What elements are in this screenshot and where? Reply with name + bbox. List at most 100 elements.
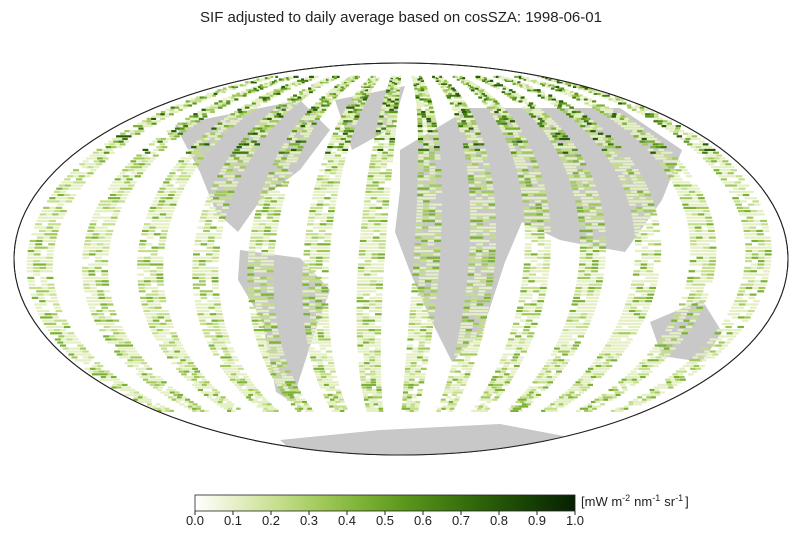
swath-pixel (469, 117, 475, 120)
swath-pixel (339, 409, 345, 412)
swath-pixel (251, 102, 257, 105)
swath-pixel (515, 350, 522, 353)
swath-pixel (571, 117, 577, 120)
swath-pixel (319, 84, 324, 87)
swath-pixel (380, 166, 387, 169)
swath-pixel (452, 378, 459, 381)
swath-pixel (420, 79, 424, 82)
swath-pixel (471, 82, 475, 85)
swath-pixel (365, 405, 371, 408)
swath-pixel (293, 102, 298, 105)
swath-pixel (162, 309, 169, 313)
swath-pixel (408, 319, 416, 322)
swath-pixel (231, 373, 237, 376)
swath-pixel (349, 127, 355, 130)
swath-pixel (445, 81, 449, 84)
swath-pixel (508, 146, 515, 149)
swath-pixel (188, 405, 193, 408)
swath-pixel (529, 175, 536, 178)
swath-pixel (233, 166, 241, 169)
swath-pixel (420, 253, 428, 256)
swath-pixel (268, 75, 271, 78)
swath-pixel (488, 203, 496, 206)
swath-pixel (425, 276, 432, 280)
swath-pixel (79, 347, 87, 350)
swath-pixel (244, 104, 249, 107)
swath-pixel (293, 96, 298, 99)
swath-pixel (226, 102, 231, 105)
swath-pixel (145, 293, 153, 296)
swath-pixel (335, 87, 340, 90)
swath-pixel (406, 347, 413, 350)
swath-pixel (305, 89, 309, 92)
swath-pixel (283, 386, 289, 389)
swath-pixel (297, 122, 303, 125)
swath-pixel (486, 280, 494, 283)
swath-pixel (478, 143, 485, 146)
swath-pixel (45, 300, 53, 303)
swath-pixel (364, 94, 369, 97)
swath-pixel (251, 319, 259, 322)
swath-pixel (354, 100, 359, 103)
swath-pixel (441, 79, 445, 82)
swath-pixel (554, 356, 561, 359)
swath-pixel (637, 190, 644, 193)
swath-pixel (434, 223, 442, 226)
swath-pixel (94, 263, 102, 266)
swath-pixel (386, 87, 391, 90)
swath-pixel (96, 243, 104, 246)
swath-pixel (315, 356, 322, 359)
swath-pixel (287, 375, 293, 379)
swath-pixel (362, 300, 370, 303)
swath-pixel (97, 157, 103, 160)
swath-pixel (586, 236, 594, 239)
swath-pixel (75, 172, 82, 175)
swath-pixel (391, 120, 397, 123)
swath-pixel (574, 293, 581, 296)
swath-pixel (68, 187, 75, 190)
swath-pixel (635, 309, 642, 313)
swath-pixel (280, 89, 285, 92)
swath-pixel (219, 172, 226, 175)
swath-pixel (296, 398, 301, 401)
swath-pixel (79, 353, 86, 356)
swath-pixel (592, 246, 600, 249)
swath-pixel (417, 187, 424, 190)
swath-pixel (456, 100, 461, 103)
swath-pixel (533, 396, 539, 399)
swath-pixel (74, 359, 81, 362)
swath-pixel (254, 286, 261, 290)
swath-pixel (338, 396, 344, 399)
swath-pixel (379, 233, 387, 236)
swath-pixel (626, 193, 633, 197)
swath-pixel (292, 386, 299, 389)
swath-pixel (31, 296, 39, 300)
swath-pixel (217, 175, 224, 178)
swath-pixel (248, 89, 253, 92)
swath-pixel (27, 253, 35, 256)
swath-pixel (565, 347, 572, 350)
swath-pixel (463, 375, 470, 379)
swath-pixel (526, 87, 531, 90)
swath-pixel (649, 286, 657, 290)
swath-pixel (65, 350, 72, 353)
swath-pixel (330, 151, 337, 154)
swath-pixel (561, 344, 568, 347)
swath-pixel (521, 190, 528, 193)
swath-pixel (390, 77, 394, 80)
swath-pixel (277, 197, 285, 200)
swath-pixel (156, 270, 164, 273)
swath-pixel (475, 200, 483, 203)
swath-pixel (447, 98, 453, 101)
swath-pixel (540, 120, 546, 123)
swath-pixel (417, 356, 424, 359)
swath-pixel (313, 84, 318, 87)
swath-pixel (534, 200, 542, 203)
swath-pixel (331, 193, 338, 197)
swath-pixel (417, 197, 424, 200)
swath-pixel (194, 386, 201, 389)
swath-pixel (567, 110, 573, 114)
swath-pixel (372, 246, 379, 249)
swath-pixel (373, 229, 381, 233)
swath-pixel (513, 353, 520, 356)
